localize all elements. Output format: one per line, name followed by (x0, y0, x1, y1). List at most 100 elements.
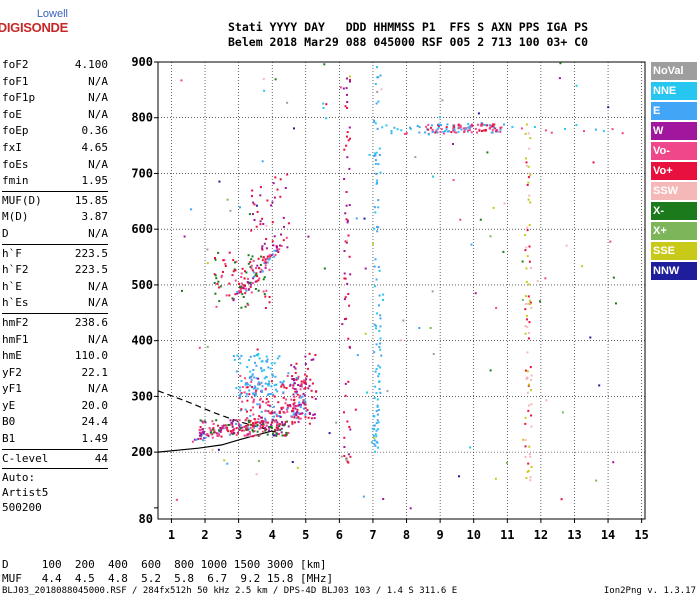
echo-point (373, 206, 376, 209)
param-name: h`E (2, 279, 22, 293)
echo-point (261, 420, 264, 422)
echo-point (293, 414, 296, 417)
echo-point (347, 139, 350, 142)
echo-point (251, 373, 254, 376)
echo-trace-point (197, 437, 200, 440)
noise-point (293, 127, 295, 130)
echo-point (437, 123, 440, 126)
echo-point (256, 421, 259, 424)
noise-point (558, 77, 561, 80)
echo-trace-point (435, 129, 438, 132)
echo-point (375, 278, 378, 281)
noise-point (226, 198, 229, 201)
noise-point (198, 346, 201, 349)
echo-point (528, 453, 531, 456)
noise-point (414, 156, 417, 159)
echo-point (455, 131, 458, 134)
noise-point (521, 260, 524, 263)
echo-point (343, 277, 346, 280)
echo-point (527, 337, 530, 340)
echo-point (299, 384, 302, 387)
param-name: C-level (2, 451, 49, 465)
echo-point (524, 302, 527, 305)
echo-point (286, 407, 289, 410)
echo-point (264, 428, 267, 431)
echo-trace-point (246, 281, 249, 283)
echo-point (280, 406, 283, 409)
echo-point (346, 156, 349, 159)
echo-point (308, 422, 311, 425)
echo-point (259, 194, 262, 197)
noise-point (335, 421, 338, 424)
noise-point (183, 235, 186, 238)
echo-point (374, 444, 377, 447)
echo-point (486, 124, 489, 127)
noise-point (345, 239, 348, 242)
echo-point (525, 157, 527, 160)
echo-point (478, 129, 481, 132)
echo-point (269, 425, 272, 428)
echo-point (291, 387, 294, 390)
echo-point (315, 390, 318, 393)
echo-point (526, 470, 529, 473)
echo-point (530, 378, 532, 381)
x-tick-label: 13 (567, 528, 581, 542)
echo-point (476, 131, 478, 134)
echo-point (249, 409, 252, 412)
echo-trace-point (278, 412, 281, 414)
param-row: yE 20.0 (2, 398, 108, 415)
noise-point (255, 204, 258, 207)
echo-trace-point (236, 292, 239, 295)
echo-point (243, 284, 246, 287)
echo-point (256, 430, 259, 433)
echo-point (349, 346, 351, 349)
echo-point (377, 226, 380, 229)
echo-point (272, 405, 275, 408)
echo-point (442, 131, 445, 134)
echo-point (375, 182, 378, 185)
echo-trace-point (228, 433, 231, 436)
echo-point (527, 295, 530, 298)
echo-trace-point (226, 426, 229, 429)
echo-point (302, 380, 305, 383)
echo-point (220, 276, 223, 279)
echo-point (198, 431, 201, 434)
echo-point (282, 396, 285, 399)
echo-point (375, 435, 378, 438)
echo-trace-point (220, 435, 223, 438)
noise-point (452, 179, 455, 182)
echo-point (222, 425, 225, 428)
echo-point (238, 386, 241, 389)
echo-point (271, 418, 274, 421)
echo-trace-point (219, 430, 222, 432)
echo-point (234, 261, 236, 264)
echo-point (285, 387, 288, 390)
echo-point (345, 87, 348, 90)
echo-point (376, 76, 379, 79)
y-tick-label: 400 (131, 334, 153, 348)
echo-point (214, 274, 217, 277)
echo-point (524, 234, 527, 237)
echo-point (376, 127, 379, 130)
echo-point (255, 392, 257, 395)
noise-point (505, 461, 508, 464)
echo-trace-point (256, 425, 259, 428)
noise-point (559, 62, 562, 65)
echo-point (254, 274, 257, 277)
noise-point (477, 112, 480, 115)
echo-point (217, 251, 220, 254)
echo-trace-point (239, 288, 242, 291)
echo-trace-point (263, 420, 266, 423)
param-separator (2, 312, 108, 314)
echo-point (349, 428, 352, 431)
echo-trace-point (238, 291, 241, 294)
param-name: hmF2 (2, 315, 29, 329)
echo-trace-point (380, 354, 383, 357)
echo-trace-point (275, 413, 278, 416)
y-tick-label: 900 (131, 55, 153, 69)
echo-point (500, 126, 503, 129)
echo-point (297, 420, 300, 423)
echo-point (254, 288, 257, 290)
noise-point (354, 408, 357, 411)
